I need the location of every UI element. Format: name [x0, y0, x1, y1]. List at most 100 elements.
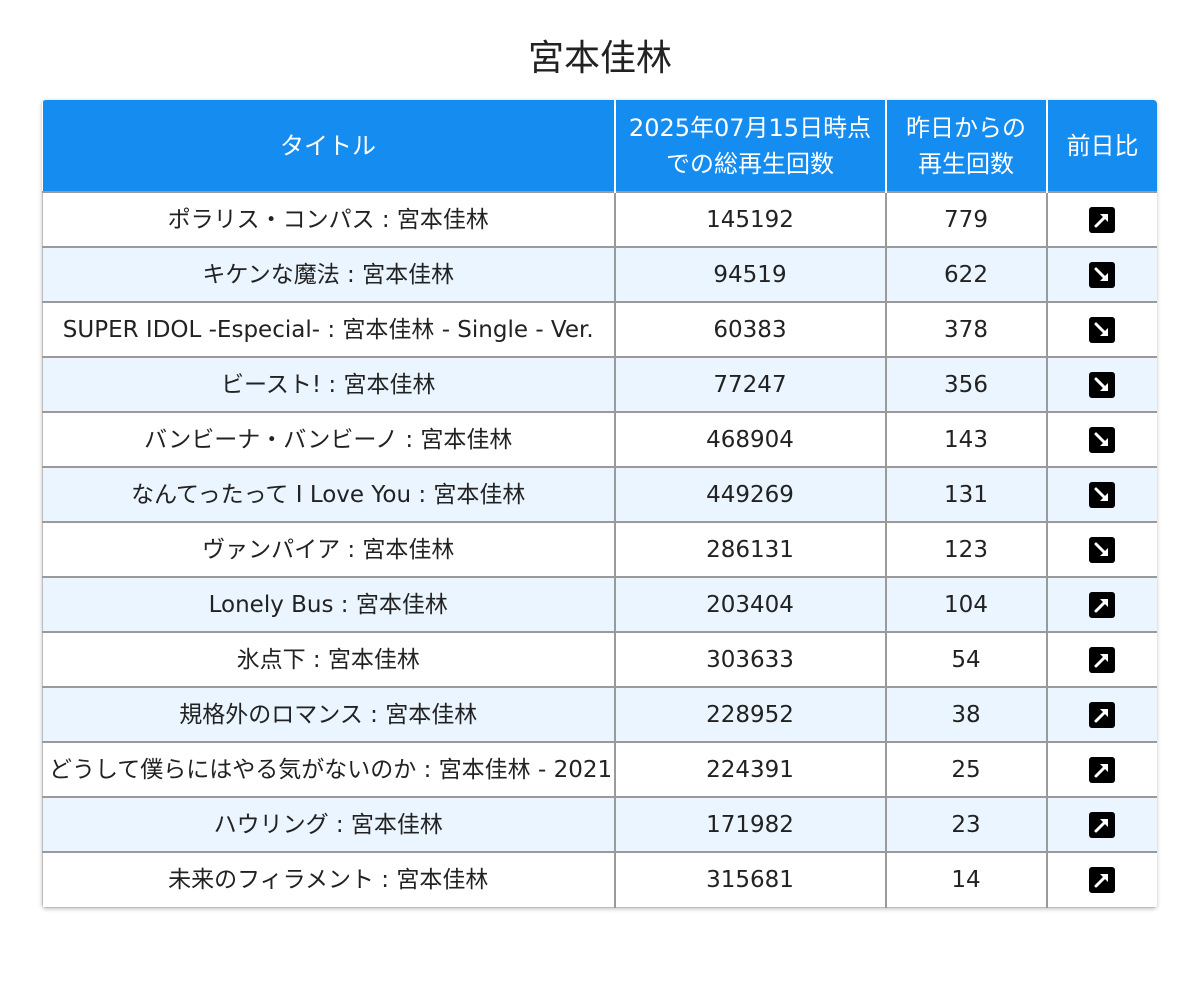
- header-daily-line1: 昨日からの: [906, 113, 1026, 142]
- down-right-arrow-icon: [1089, 372, 1116, 398]
- cell-total-plays: 303633: [614, 631, 887, 687]
- cell-trend: [1046, 246, 1157, 302]
- header-total-plays: 2025年07月15日時点 での総再生回数: [614, 100, 887, 192]
- cell-title: バンビーナ・バンビーノ : 宮本佳林: [42, 411, 616, 467]
- table-row: 氷点下 : 宮本佳林 303633 54: [42, 631, 1157, 687]
- cell-trend: [1046, 741, 1157, 797]
- table-row: Lonely Bus : 宮本佳林 203404 104: [42, 576, 1157, 632]
- header-daily-plays: 昨日からの 再生回数: [885, 100, 1048, 192]
- up-right-arrow-icon: [1089, 207, 1116, 233]
- cell-trend: [1046, 301, 1157, 357]
- song-title: ビースト! : 宮本佳林: [221, 371, 436, 398]
- table-row: ハウリング : 宮本佳林 171982 23: [42, 796, 1157, 852]
- cell-title: 氷点下 : 宮本佳林: [42, 631, 616, 687]
- cell-total-plays: 171982: [614, 796, 887, 852]
- table-header: タイトル 2025年07月15日時点 での総再生回数 昨日からの再生回数 前日比: [42, 100, 1157, 192]
- page-title: 宮本佳林: [527, 38, 672, 79]
- table-row: SUPER IDOL -Especial- : 宮本佳林 - Single - …: [42, 301, 1157, 357]
- cell-daily-plays: 143: [885, 411, 1048, 467]
- cell-daily-plays: 779: [885, 191, 1048, 247]
- up-right-arrow-icon: [1089, 812, 1116, 838]
- down-right-arrow-icon: [1089, 482, 1116, 508]
- table-row: 未来のフィラメント : 宮本佳林 315681 14: [42, 851, 1157, 908]
- cell-daily-plays: 104: [885, 576, 1048, 632]
- cell-total-plays: 315681: [614, 851, 887, 908]
- header-trend-label: 前日比: [1066, 131, 1139, 160]
- cell-daily-plays: 378: [885, 301, 1048, 357]
- table-row: なんてったって I Love You : 宮本佳林 449269 131: [42, 466, 1157, 522]
- cell-title: SUPER IDOL -Especial- : 宮本佳林 - Single - …: [42, 301, 616, 357]
- song-title: どうして僕らにはやる気がないのか : 宮本佳林 - 2021: [49, 756, 613, 783]
- song-title: 規格外のロマンス : 宮本佳林: [179, 701, 478, 728]
- cell-trend: [1046, 851, 1157, 908]
- cell-daily-plays: 123: [885, 521, 1048, 577]
- cell-total-plays: 449269: [614, 466, 887, 522]
- cell-total-plays: 203404: [614, 576, 887, 632]
- song-title: ハウリング : 宮本佳林: [213, 811, 443, 838]
- cell-title: ヴァンパイア : 宮本佳林: [42, 521, 616, 577]
- song-title: なんてったって I Love You : 宮本佳林: [131, 481, 526, 508]
- cell-total-plays: 77247: [614, 356, 887, 412]
- cell-title: 未来のフィラメント : 宮本佳林: [42, 851, 616, 908]
- up-right-arrow-icon: [1089, 702, 1116, 728]
- table-row: ポラリス・コンパス : 宮本佳林 145192 779: [42, 191, 1157, 247]
- down-right-arrow-icon: [1089, 317, 1116, 343]
- cell-trend: [1046, 356, 1157, 412]
- cell-total-plays: 228952: [614, 686, 887, 742]
- song-title: ヴァンパイア : 宮本佳林: [202, 536, 455, 563]
- song-title: 未来のフィラメント : 宮本佳林: [168, 866, 489, 893]
- header-total-line2: での総再生回数: [666, 149, 834, 178]
- cell-trend: [1046, 411, 1157, 467]
- cell-total-plays: 145192: [614, 191, 887, 247]
- cell-title: ビースト! : 宮本佳林: [42, 356, 616, 412]
- cell-trend: [1046, 631, 1157, 687]
- cell-daily-plays: 131: [885, 466, 1048, 522]
- down-right-arrow-icon: [1089, 262, 1116, 288]
- header-daily-line2: 再生回数: [918, 149, 1014, 178]
- cell-trend: [1046, 576, 1157, 632]
- table-row: ビースト! : 宮本佳林 77247 356: [42, 356, 1157, 412]
- cell-trend: [1046, 686, 1157, 742]
- header-row: タイトル 2025年07月15日時点 での総再生回数 昨日からの再生回数 前日比: [42, 100, 1157, 192]
- header-title-label: タイトル: [280, 131, 376, 160]
- down-right-arrow-icon: [1089, 427, 1116, 453]
- cell-total-plays: 286131: [614, 521, 887, 577]
- cell-title: ハウリング : 宮本佳林: [42, 796, 616, 852]
- ranking-table: タイトル 2025年07月15日時点 での総再生回数 昨日からの 再生回数 前日比 …: [42, 100, 1157, 908]
- cell-daily-plays: 14: [885, 851, 1048, 908]
- song-title: キケンな魔法 : 宮本佳林: [202, 261, 455, 288]
- cell-daily-plays: 23: [885, 796, 1048, 852]
- header-total-line1: 2025年07月15日時点: [628, 113, 872, 142]
- cell-total-plays: 224391: [614, 741, 887, 797]
- table-row: キケンな魔法 : 宮本佳林 94519 622: [42, 246, 1157, 302]
- ranking-table-container: タイトル 2025年07月15日時点 での総再生回数 昨日からの 再生回数 前日比 …: [42, 100, 1157, 908]
- cell-trend: [1046, 521, 1157, 577]
- up-right-arrow-icon: [1089, 647, 1116, 673]
- cell-daily-plays: 54: [885, 631, 1048, 687]
- song-title: バンビーナ・バンビーノ : 宮本佳林: [144, 426, 513, 453]
- cell-total-plays: 94519: [614, 246, 887, 302]
- cell-title: ポラリス・コンパス : 宮本佳林: [42, 191, 616, 247]
- song-title: 氷点下 : 宮本佳林: [236, 646, 420, 673]
- table-row: どうして僕らにはやる気がないのか : 宮本佳林 - 2021 224391 25: [42, 741, 1157, 797]
- cell-title: どうして僕らにはやる気がないのか : 宮本佳林 - 2021: [42, 741, 616, 797]
- table-row: 規格外のロマンス : 宮本佳林 228952 38: [42, 686, 1157, 742]
- cell-trend: [1046, 796, 1157, 852]
- cell-daily-plays: 25: [885, 741, 1048, 797]
- cell-title: 規格外のロマンス : 宮本佳林: [42, 686, 616, 742]
- cell-daily-plays: 356: [885, 356, 1048, 412]
- table-row: ヴァンパイア : 宮本佳林 286131 123: [42, 521, 1157, 577]
- header-trend: 前日比: [1046, 100, 1157, 192]
- cell-title: Lonely Bus : 宮本佳林: [42, 576, 616, 632]
- up-right-arrow-icon: [1089, 757, 1116, 783]
- cell-trend: [1046, 191, 1157, 247]
- up-right-arrow-icon: [1089, 592, 1116, 618]
- song-title: ポラリス・コンパス : 宮本佳林: [167, 206, 489, 233]
- cell-total-plays: 468904: [614, 411, 887, 467]
- cell-title: なんてったって I Love You : 宮本佳林: [42, 466, 616, 522]
- cell-daily-plays: 622: [885, 246, 1048, 302]
- up-right-arrow-icon: [1089, 867, 1116, 894]
- song-title: SUPER IDOL -Especial- : 宮本佳林 - Single - …: [62, 316, 594, 343]
- cell-total-plays: 60383: [614, 301, 887, 357]
- cell-daily-plays: 38: [885, 686, 1048, 742]
